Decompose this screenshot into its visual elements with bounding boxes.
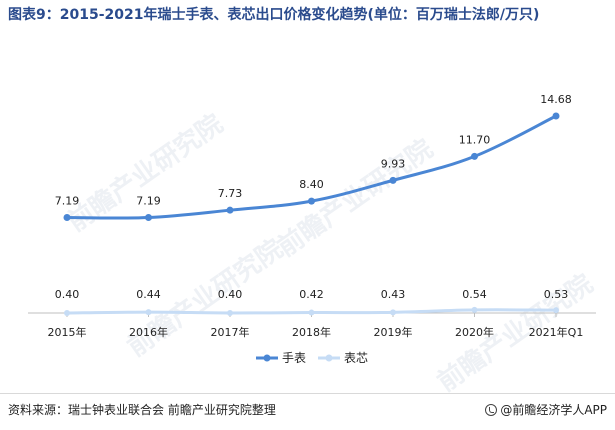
x-tick-label: 2020年 (455, 325, 494, 339)
data-point-movement (64, 310, 70, 316)
data-label-watch: 7.19 (55, 195, 80, 208)
data-label-watch: 11.70 (459, 133, 491, 146)
brand-logo-icon (485, 403, 498, 416)
data-label-watch: 7.19 (136, 195, 161, 208)
chart-title: 图表9：2015-2021年瑞士手表、表芯出口价格变化趋势(单位：百万瑞士法郎/… (8, 7, 540, 23)
data-label-movement: 0.53 (544, 288, 569, 301)
data-point-watch (308, 197, 315, 205)
data-label-movement: 0.40 (218, 288, 243, 301)
x-tick-label: 2019年 (374, 325, 413, 339)
data-label-movement: 0.44 (136, 288, 161, 301)
watermark-text: 前瞻产业研究院 (272, 133, 439, 263)
legend-swatch-marker (325, 354, 333, 362)
source-note: 资料来源：瑞士钟表业联合会 前瞻产业研究院整理 (8, 403, 276, 417)
data-label-watch: 9.93 (381, 157, 406, 170)
x-tick-label: 2021年Q1 (529, 325, 584, 339)
data-point-watch (552, 112, 560, 120)
data-point-watch (471, 152, 478, 160)
data-label-watch: 14.68 (540, 93, 572, 106)
data-point-watch (145, 214, 152, 221)
x-tick-label: 2018年 (292, 325, 331, 339)
data-label-movement: 0.54 (462, 288, 487, 301)
brand-label: @前瞻经济学人APP (500, 403, 607, 417)
legend-label: 手表 (282, 351, 306, 365)
data-point-movement (553, 307, 559, 314)
data-label-movement: 0.42 (299, 288, 324, 301)
data-point-watch (389, 176, 397, 184)
x-tick-label: 2015年 (48, 325, 87, 339)
data-label-watch: 7.73 (218, 187, 243, 200)
data-label-movement: 0.43 (381, 288, 406, 301)
x-tick-label: 2016年 (129, 325, 168, 339)
x-tick-label: 2017年 (211, 325, 250, 339)
legend-swatch-marker (263, 354, 271, 362)
legend-label: 表芯 (344, 351, 368, 365)
data-point-movement (308, 309, 315, 316)
data-point-movement (145, 309, 152, 316)
data-point-movement (390, 309, 396, 316)
data-point-movement (471, 306, 478, 313)
data-label-movement: 0.40 (55, 288, 80, 301)
data-label-watch: 8.40 (299, 178, 324, 191)
data-point-watch (226, 206, 234, 214)
footer-divider (0, 393, 615, 394)
data-point-movement (227, 310, 233, 316)
data-point-watch (63, 214, 71, 221)
brand-credit: @前瞻经济学人APP (485, 401, 607, 418)
